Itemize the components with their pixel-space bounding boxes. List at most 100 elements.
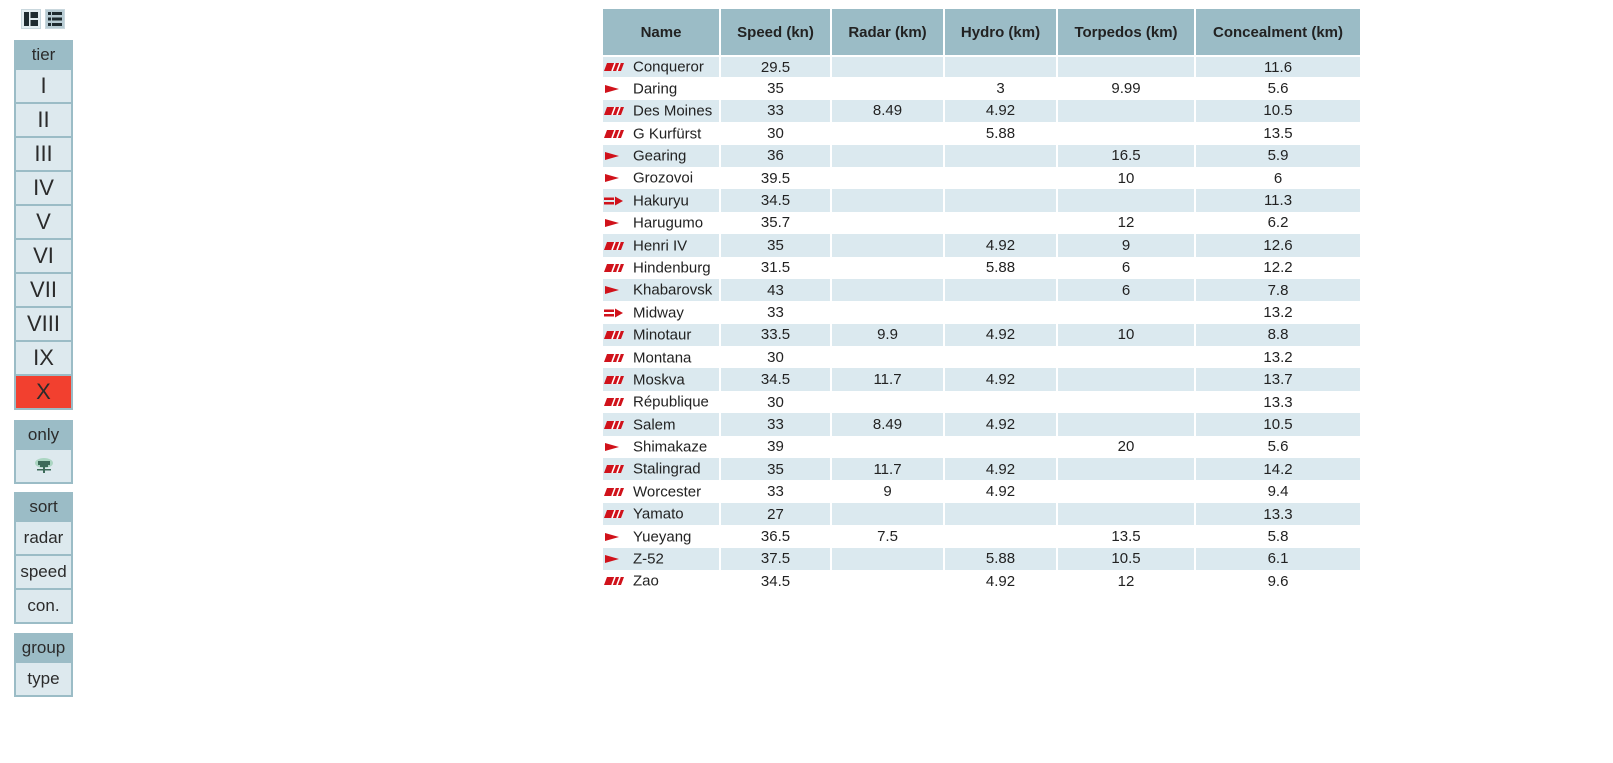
- group-type-button[interactable]: type: [16, 663, 71, 695]
- ship-name: Yamato: [633, 505, 684, 523]
- ship-name: Stalingrad: [633, 460, 701, 478]
- concealment-cell: 13.3: [1196, 502, 1360, 526]
- radar-cell: [832, 167, 943, 189]
- group-panel: group type: [14, 633, 73, 697]
- concealment-cell: 5.6: [1267, 438, 1289, 456]
- radar-cell: 7.5: [877, 527, 898, 545]
- ship-name: Gearing: [633, 147, 687, 165]
- sort-speed-button[interactable]: speed: [16, 556, 71, 588]
- hydro-cell: [945, 278, 1056, 302]
- concealment-cell: 5.8: [1267, 527, 1289, 545]
- destroyer-type-icon: [605, 555, 619, 564]
- table-row: République 30 13.3: [603, 391, 1360, 413]
- radar-cell: [832, 144, 943, 167]
- ship-name-cell: Harugumo: [603, 212, 719, 234]
- concealment-cell: 5.6: [1267, 80, 1289, 98]
- torpedos-cell: [1058, 301, 1194, 323]
- table-row: Z-52 37.5 5.88 10.5 6.1: [603, 547, 1360, 570]
- torpedos-cell: 9: [1058, 234, 1194, 257]
- tier-viii-button[interactable]: VIII: [16, 308, 71, 340]
- speed-cell: 34.5: [760, 572, 791, 590]
- table-row: Khabarovsk 43 6 7.8: [603, 278, 1360, 302]
- tier-v-button[interactable]: V: [16, 206, 71, 238]
- sort-concealment-button[interactable]: con.: [16, 590, 71, 622]
- table-header-row: Name Speed (kn) Radar (km) Hydro (km) To…: [603, 9, 1360, 55]
- torpedos-cell: [1058, 502, 1194, 526]
- ships-table: Name Speed (kn) Radar (km) Hydro (km) To…: [601, 9, 1362, 592]
- speed-cell: 39: [767, 438, 784, 456]
- torpedos-cell: 10: [1117, 169, 1135, 187]
- sort-radar-button[interactable]: radar: [16, 522, 71, 554]
- ship-name-cell: G Kurfürst: [603, 122, 719, 144]
- torpedos-cell: [1058, 391, 1194, 413]
- tier-vi-button[interactable]: VI: [16, 240, 71, 272]
- torpedos-cell: [1058, 458, 1194, 481]
- speed-cell: 39.5: [760, 169, 791, 187]
- tier-ix-button[interactable]: IX: [16, 342, 71, 374]
- tier-iii-button[interactable]: III: [16, 138, 71, 170]
- cruiser-type-icon: [604, 465, 624, 474]
- ship-name: Shimakaze: [633, 438, 708, 456]
- speed-cell: 35: [721, 234, 830, 257]
- tier-vii-button[interactable]: VII: [16, 274, 71, 306]
- ship-name-cell: Z-52: [603, 547, 719, 570]
- tier-ii-button[interactable]: II: [16, 104, 71, 136]
- ship-name-cell: Moskva: [603, 368, 719, 391]
- ship-name-cell: Conqueror: [603, 55, 719, 78]
- torpedos-cell: 12: [1117, 214, 1135, 232]
- hydro-cell: [945, 525, 1056, 547]
- only-premium-button[interactable]: [16, 450, 71, 482]
- ship-name: Yueyang: [633, 528, 692, 546]
- concealment-cell: 12.6: [1196, 234, 1360, 257]
- ship-name-cell: Henri IV: [603, 234, 719, 257]
- ship-name: Zao: [633, 572, 659, 590]
- ship-name: Worcester: [633, 483, 702, 501]
- header-speed[interactable]: Speed (kn): [721, 9, 830, 55]
- radar-cell: [832, 212, 943, 234]
- header-concealment[interactable]: Concealment (km): [1196, 9, 1360, 55]
- destroyer-type-icon: [605, 152, 619, 161]
- speed-cell: 34.5: [721, 189, 830, 212]
- only-panel-title: only: [27, 425, 60, 444]
- speed-cell: 33: [721, 413, 830, 436]
- ship-name: Montana: [633, 349, 692, 367]
- header-radar[interactable]: Radar (km): [832, 9, 943, 55]
- radar-cell: 8.49: [832, 413, 943, 436]
- ship-name: Henri IV: [633, 237, 688, 255]
- list-view-button[interactable]: [45, 9, 65, 29]
- radar-cell: 8.49: [832, 99, 943, 123]
- ship-name: Des Moines: [633, 102, 713, 120]
- ship-name-cell: Shimakaze: [603, 436, 719, 458]
- battleship-type-icon: [604, 353, 624, 362]
- ship-name-cell: Khabarovsk: [603, 278, 719, 302]
- ship-name: Hindenburg: [633, 259, 711, 277]
- battleship-type-icon: [604, 398, 624, 407]
- header-torpedos[interactable]: Torpedos (km): [1058, 9, 1194, 55]
- header-hydro[interactable]: Hydro (km): [945, 9, 1056, 55]
- tier-iv-button[interactable]: IV: [16, 172, 71, 204]
- destroyer-type-icon: [605, 174, 619, 183]
- radar-cell: [832, 391, 943, 413]
- concealment-cell: 5.9: [1196, 144, 1360, 167]
- ship-name-cell: Grozovoi: [603, 167, 719, 189]
- radar-cell: [832, 301, 943, 323]
- grid-view-button[interactable]: [21, 9, 41, 29]
- header-name[interactable]: Name: [603, 9, 719, 55]
- table-row: Stalingrad 35 11.7 4.92 14.2: [603, 458, 1360, 481]
- ship-name-cell: Worcester: [603, 480, 719, 502]
- table-row: Grozovoi 39.5 10 6: [603, 167, 1360, 189]
- tier-x-button[interactable]: X: [16, 376, 71, 408]
- table-row: Montana 30 13.2: [603, 346, 1360, 368]
- speed-cell: 34.5: [721, 368, 830, 391]
- concealment-cell: 6.2: [1267, 214, 1289, 232]
- radar-cell: 9.9: [832, 323, 943, 347]
- hydro-cell: [945, 167, 1056, 189]
- radar-cell: [832, 547, 943, 570]
- ship-name-cell: Stalingrad: [603, 458, 719, 481]
- tier-i-button[interactable]: I: [16, 70, 71, 102]
- battleship-type-icon: [604, 509, 624, 519]
- torpedos-cell: [1058, 189, 1194, 212]
- speed-cell: 36: [721, 144, 830, 167]
- ship-name-cell: Yueyang: [603, 525, 719, 547]
- cruiser-type-icon: [604, 106, 624, 116]
